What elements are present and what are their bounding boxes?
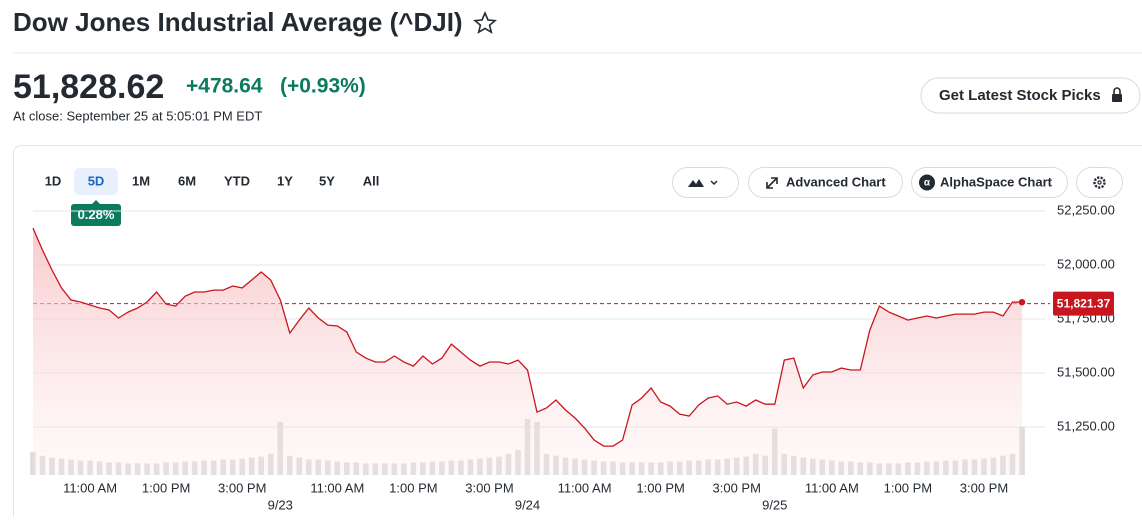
x-tick-label: 1:00 PM xyxy=(142,480,190,495)
range-tab[interactable]: 1D xyxy=(45,173,62,188)
last-point xyxy=(1019,299,1025,305)
stock-picks-button[interactable]: Get Latest Stock Picks xyxy=(921,78,1140,113)
price-chart: 52,250.0052,000.0051,750.0051,500.0051,2… xyxy=(30,202,1115,512)
tab-label: All xyxy=(363,173,380,188)
button-label: Advanced Chart xyxy=(786,174,886,189)
y-tick-label: 52,000.00 xyxy=(1057,256,1115,271)
range-tab[interactable]: 5Y xyxy=(319,173,335,188)
watchlist-star[interactable] xyxy=(475,13,495,32)
y-tick-label: 52,250.00 xyxy=(1057,202,1115,217)
tab-label: 5D xyxy=(88,173,105,188)
range-tab[interactable]: 1M xyxy=(132,173,150,188)
price-change-percent: (+0.93%) xyxy=(280,75,366,98)
tab-label: YTD xyxy=(224,173,250,188)
badge-label: 0.28% xyxy=(78,207,115,222)
button-label: AlphaSpace Chart xyxy=(940,174,1053,189)
x-tick-label: 3:00 PM xyxy=(960,480,1008,495)
x-tick-label: 3:00 PM xyxy=(218,480,266,495)
tab-label: 1Y xyxy=(277,173,293,188)
tab-label: 1M xyxy=(132,173,150,188)
date-tick-label: 9/24 xyxy=(515,497,540,512)
date-tick-label: 9/25 xyxy=(762,497,787,512)
price: 51,828.62 xyxy=(13,68,164,106)
lock-icon xyxy=(1112,94,1122,102)
button-bg xyxy=(1077,168,1123,198)
x-tick-label: 11:00 AM xyxy=(63,480,117,495)
x-tick-label: 1:00 PM xyxy=(884,480,932,495)
x-tick-label: 1:00 PM xyxy=(389,480,437,495)
x-tick-label: 3:00 PM xyxy=(465,480,513,495)
y-tick-label: 51,250.00 xyxy=(1057,418,1115,433)
alphaspace-glyph: α xyxy=(924,178,931,189)
x-tick-label: 11:00 AM xyxy=(558,480,612,495)
button-bg xyxy=(673,168,739,198)
date-tick-label: 9/23 xyxy=(268,497,293,512)
x-tick-label: 3:00 PM xyxy=(713,480,761,495)
previous-close-label: 51,821.37 xyxy=(1057,296,1111,310)
price-change: +478.64 xyxy=(186,75,263,98)
range-tab[interactable]: 5D xyxy=(74,168,118,195)
advanced-chart-button[interactable]: Advanced Chart xyxy=(749,168,903,198)
chart-type-button[interactable] xyxy=(673,168,739,198)
range-tab[interactable]: YTD xyxy=(224,173,250,188)
range-tabs: 1D 5D 1M 6M YTD 1Y 5Y All 0.28% xyxy=(45,168,380,226)
x-tick-label: 11:00 AM xyxy=(310,480,364,495)
page-title: Dow Jones Industrial Average (^DJI) xyxy=(13,7,463,37)
close-time: At close: September 25 at 5:05:01 PM EDT xyxy=(13,108,262,123)
range-tab[interactable]: 6M xyxy=(178,173,196,188)
tab-label: 1D xyxy=(45,173,62,188)
y-tick-label: 51,500.00 xyxy=(1057,364,1115,379)
range-tab[interactable]: All xyxy=(363,173,380,188)
settings-button[interactable] xyxy=(1077,168,1123,198)
tab-label: 6M xyxy=(178,173,196,188)
range-tab[interactable]: 1Y xyxy=(277,173,293,188)
tab-label: 5Y xyxy=(319,173,335,188)
x-tick-label: 1:00 PM xyxy=(636,480,684,495)
x-tick-label: 11:00 AM xyxy=(805,480,859,495)
alphaspace-chart-button[interactable]: α AlphaSpace Chart xyxy=(912,168,1068,198)
button-label: Get Latest Stock Picks xyxy=(939,87,1101,104)
